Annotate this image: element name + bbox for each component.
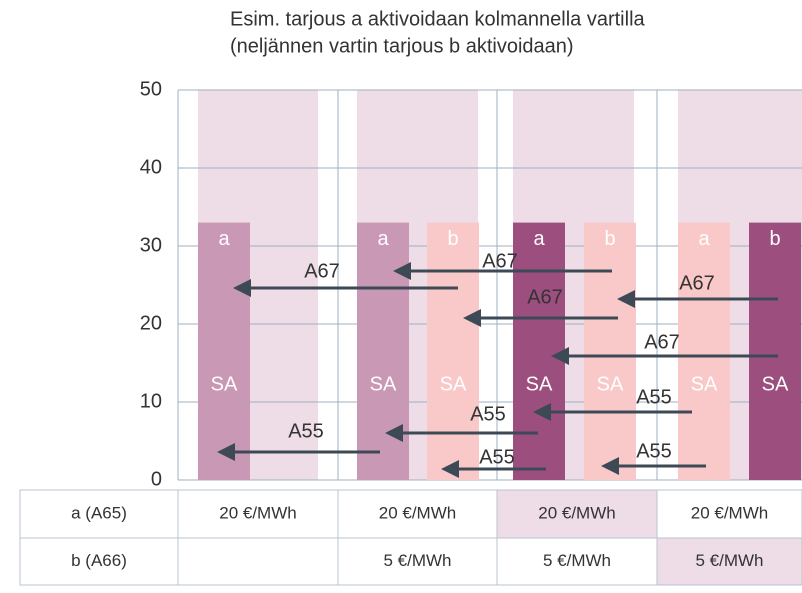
bar-sublabel: SA (526, 373, 553, 395)
bar-sublabel: SA (440, 373, 467, 395)
bar (749, 222, 801, 480)
arrow-label: A55 (479, 446, 515, 468)
table-text: 20 €/MWh (219, 503, 296, 522)
table-text: 5 €/MWh (695, 551, 763, 570)
chart-title: Esim. tarjous a aktivoidaan kolmannella … (230, 8, 646, 30)
bar-label: a (377, 228, 389, 250)
y-tick-label: 50 (140, 78, 162, 100)
table-cell (177, 537, 339, 586)
table-text: 20 €/MWh (538, 503, 615, 522)
y-tick-label: 10 (140, 390, 162, 412)
arrow-label: A67 (644, 331, 680, 353)
bar-sublabel: SA (691, 373, 718, 395)
table-cell (19, 537, 179, 586)
bar-sublabel: SA (762, 373, 789, 395)
y-tick-label: 0 (151, 468, 162, 490)
bar-label: b (604, 228, 615, 250)
y-tick-label: 30 (140, 234, 162, 256)
arrow-label: A67 (679, 272, 715, 294)
arrow-label: A55 (636, 386, 672, 408)
table-cell (337, 537, 498, 586)
table-cell (656, 537, 802, 586)
table-cell (19, 489, 179, 539)
bar-label: b (447, 228, 458, 250)
bar-label: a (533, 228, 545, 250)
arrow-label: A55 (288, 420, 324, 442)
table-text: a (A65) (71, 503, 127, 522)
bar (357, 222, 409, 480)
bar-label: a (698, 228, 710, 250)
bar (198, 222, 250, 480)
table-text: 20 €/MWh (379, 503, 456, 522)
y-tick-label: 40 (140, 156, 162, 178)
table-text: b (A66) (71, 551, 127, 570)
bar-sublabel: SA (211, 373, 238, 395)
bar-sublabel: SA (370, 373, 397, 395)
arrow-label: A67 (527, 286, 563, 308)
bar (427, 222, 479, 480)
table-cell (496, 489, 658, 539)
bar (584, 222, 636, 480)
arrow-label: A67 (304, 260, 340, 282)
arrow-label: A67 (482, 250, 518, 272)
table-cell (496, 537, 658, 586)
bar (513, 222, 565, 480)
arrow-label: A55 (636, 440, 672, 462)
table-text: 5 €/MWh (543, 551, 611, 570)
chart-title: (neljännen vartin tarjous b aktivoidaan) (230, 35, 574, 57)
bar-sublabel: SA (597, 373, 624, 395)
bar (678, 222, 730, 480)
bar-label: b (769, 228, 780, 250)
table-cell (656, 489, 802, 539)
arrow-label: A55 (470, 403, 506, 425)
table-text: 5 €/MWh (383, 551, 451, 570)
bar-label: a (218, 228, 230, 250)
table-text: 20 €/MWh (691, 503, 768, 522)
table-cell (177, 489, 339, 539)
y-tick-label: 20 (140, 312, 162, 334)
